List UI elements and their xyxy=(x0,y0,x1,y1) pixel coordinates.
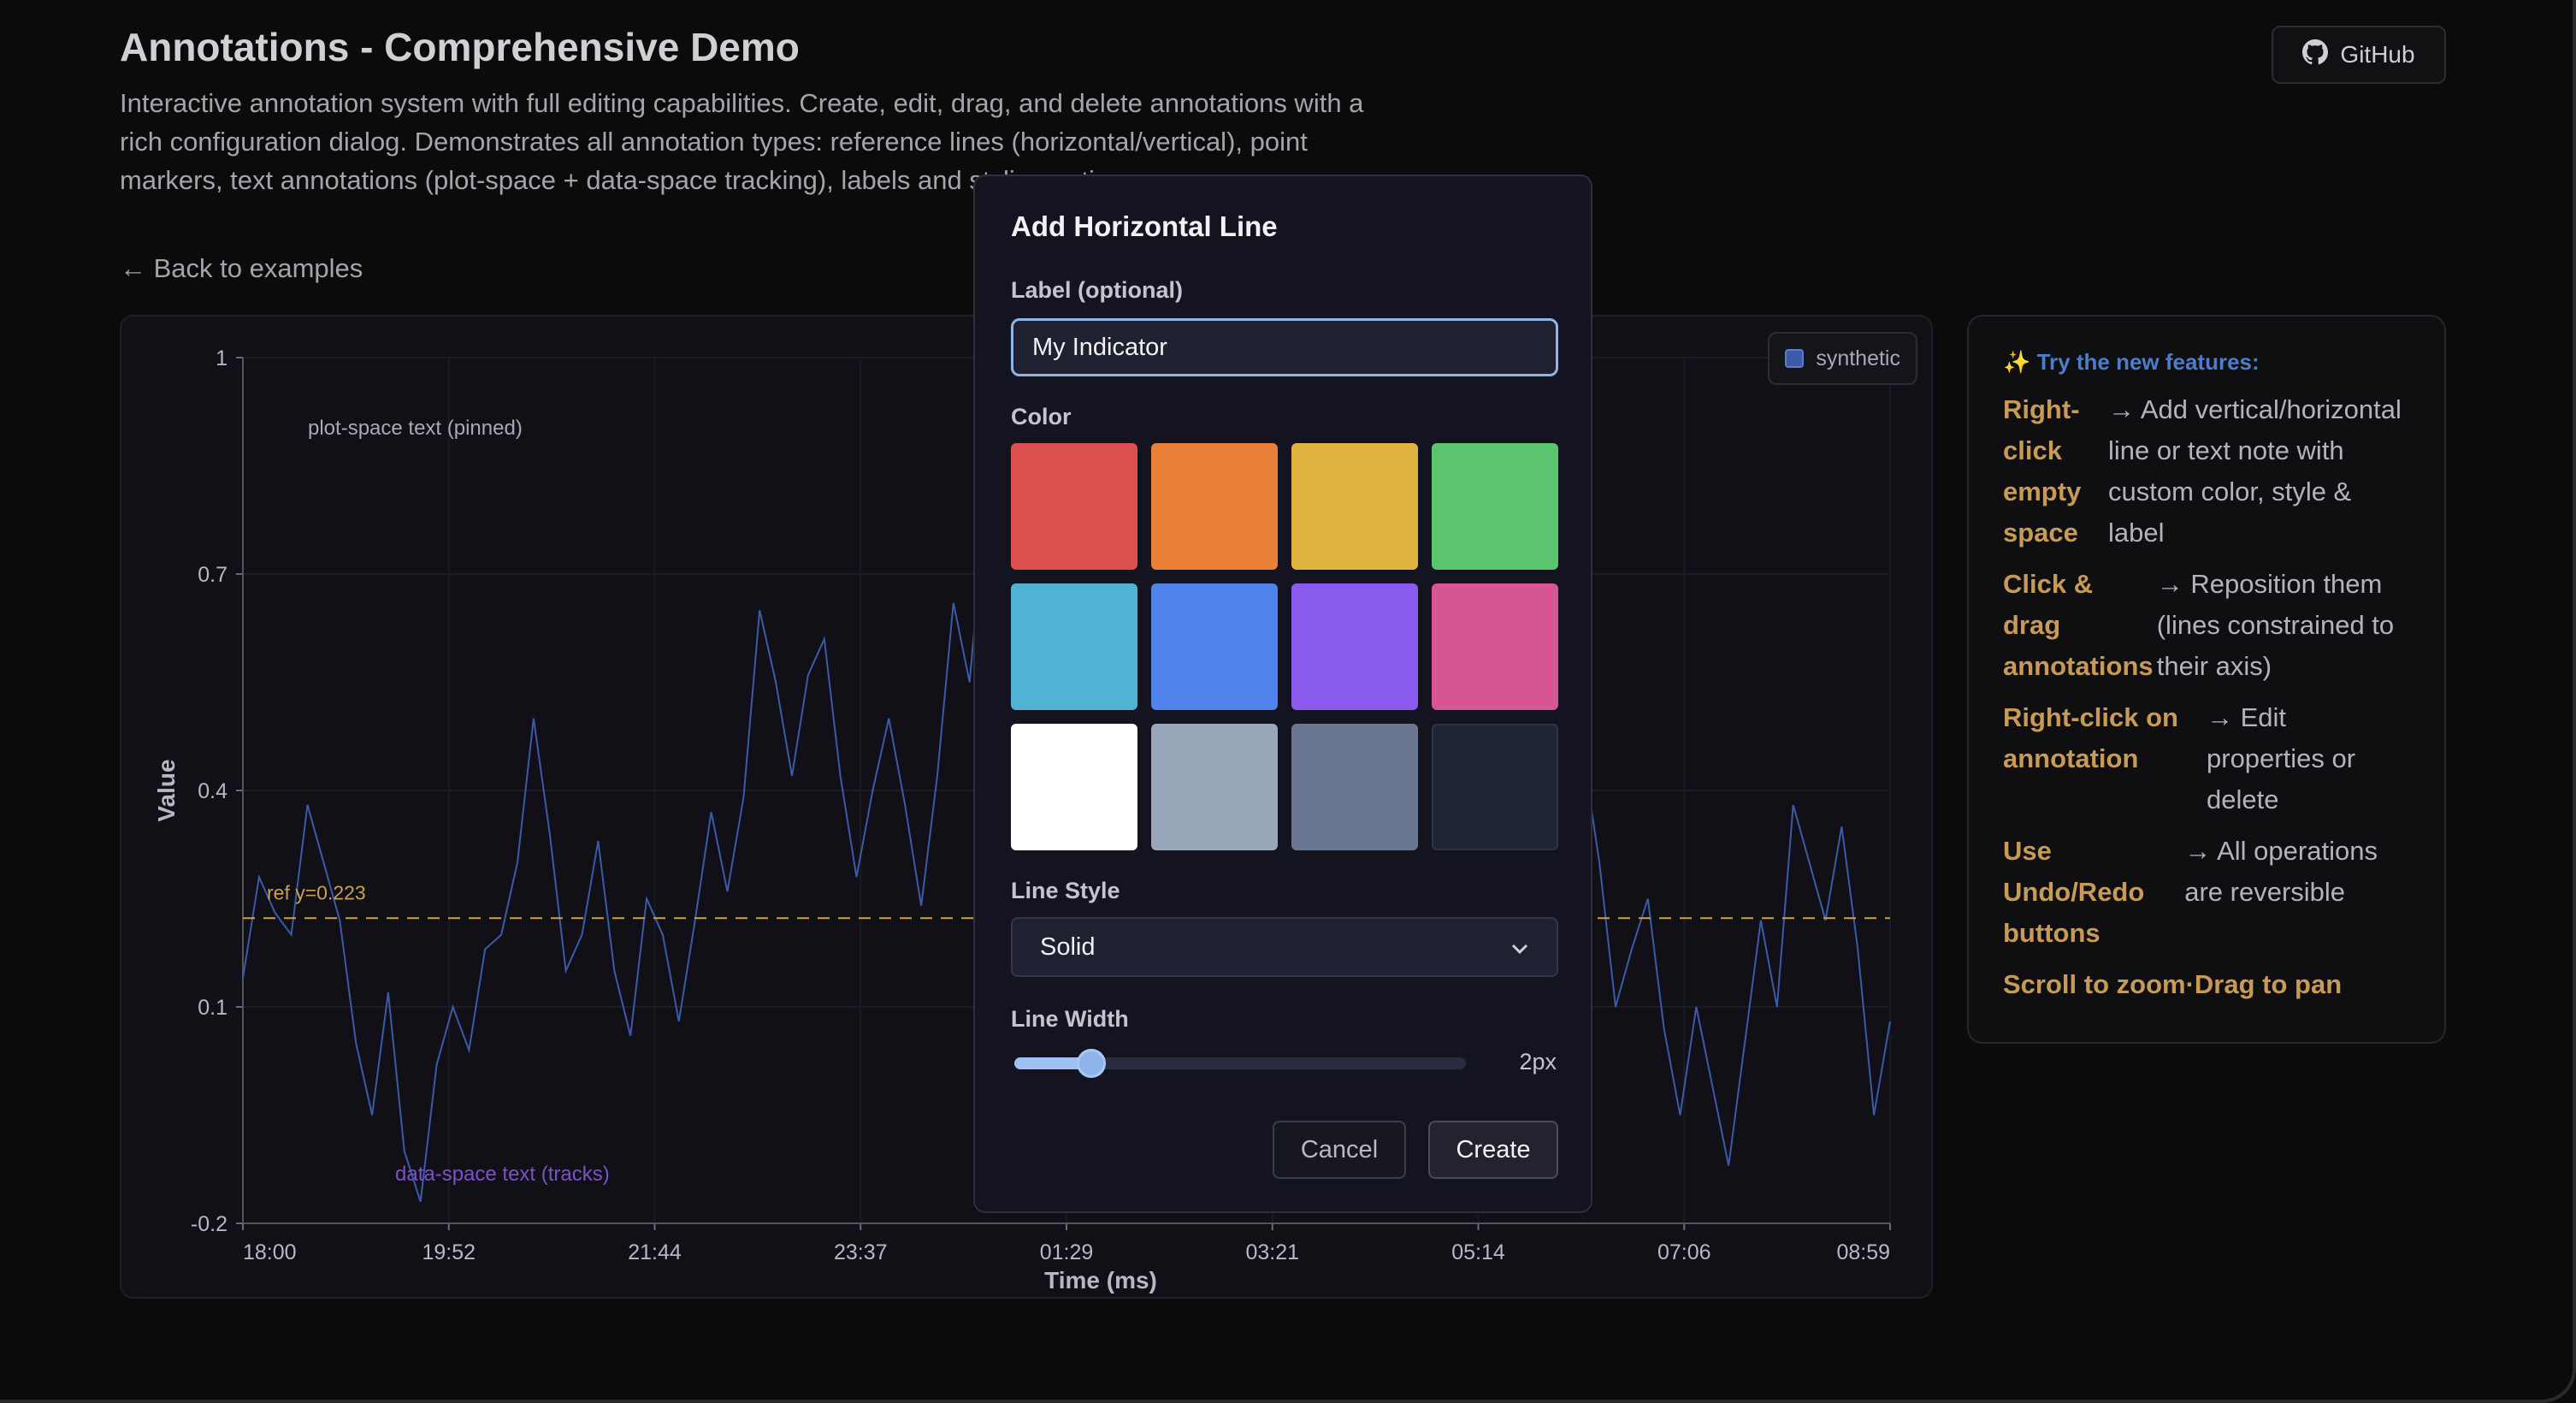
plot-space-text-annotation: plot-space text (pinned) xyxy=(308,417,523,440)
x-tick-label: 05:14 xyxy=(1451,1240,1505,1264)
line-width-value: 2px xyxy=(1519,1049,1557,1074)
x-tick-label: 23:37 xyxy=(834,1240,888,1264)
color-swatch[interactable] xyxy=(1432,583,1558,710)
y-axis-label: Value xyxy=(153,759,180,821)
x-axis-label: Time (ms) xyxy=(1044,1267,1157,1293)
legend-label: synthetic xyxy=(1816,346,1900,370)
cancel-button[interactable]: Cancel xyxy=(1273,1121,1406,1179)
feature-item: Use Undo/Redo buttons → All operations a… xyxy=(2003,831,2410,954)
feature-item: Right-click on annotation → Edit propert… xyxy=(2003,697,2410,820)
feature-value: → All operations are reversible xyxy=(2184,836,2378,907)
color-swatch-grid xyxy=(1011,443,1558,850)
line-width-label: Line Width xyxy=(1011,1006,1129,1032)
features-title: ✨ Try the new features: xyxy=(2003,349,2260,375)
create-button[interactable]: Create xyxy=(1428,1121,1558,1179)
line-style-value: Solid xyxy=(1040,932,1096,961)
x-tick-label: 18:00 xyxy=(243,1240,297,1264)
features-panel: ✨ Try the new features: Right-click empt… xyxy=(1967,315,2446,1044)
feature-value: → Add vertical/horizontal line or text n… xyxy=(2107,394,2402,548)
x-tick-label: 19:52 xyxy=(422,1240,476,1264)
color-swatch[interactable] xyxy=(1432,443,1558,570)
color-swatch[interactable] xyxy=(1011,443,1137,570)
x-tick-label: 21:44 xyxy=(628,1240,682,1264)
y-tick-label: 1 xyxy=(216,346,227,370)
feature-item: Scroll to zoom · Drag to pan xyxy=(2003,964,2410,1005)
page-description: Interactive annotation system with full … xyxy=(120,88,1364,195)
page-title: Annotations - Comprehensive Demo xyxy=(120,25,800,69)
x-tick-label: 08:59 xyxy=(1836,1240,1890,1264)
feature-item: Click & drag annotations → Reposition th… xyxy=(2003,564,2410,687)
back-to-examples-link[interactable]: ← Back to examples xyxy=(120,253,363,283)
color-swatch[interactable] xyxy=(1151,443,1278,570)
color-label: Color xyxy=(1011,404,1072,429)
data-space-text-annotation: data-space text (tracks) xyxy=(395,1163,610,1186)
label-field-label: Label (optional) xyxy=(1011,277,1183,303)
feature-key: Scroll to zoom xyxy=(2003,969,2186,999)
feature-key: Click & drag annotations xyxy=(2003,569,2154,681)
github-icon xyxy=(2302,38,2329,71)
color-swatch[interactable] xyxy=(1011,724,1137,850)
legend-swatch xyxy=(1785,349,1805,368)
color-swatch[interactable] xyxy=(1291,583,1418,710)
line-width-slider-thumb[interactable] xyxy=(1076,1049,1106,1078)
y-tick-label: -0.2 xyxy=(191,1212,227,1236)
feature-separator: · xyxy=(2185,969,2195,999)
color-swatch[interactable] xyxy=(1151,583,1278,710)
x-tick-label: 07:06 xyxy=(1657,1240,1711,1264)
add-horizontal-line-dialog: Add Horizontal Line Label (optional) Col… xyxy=(973,175,1592,1213)
line-width-slider-fill xyxy=(1014,1057,1091,1069)
color-swatch[interactable] xyxy=(1432,724,1558,850)
y-tick-label: 0.4 xyxy=(198,779,227,803)
feature-key: Right-click empty space xyxy=(2003,394,2082,548)
label-input[interactable] xyxy=(1011,318,1558,376)
github-button[interactable]: GitHub xyxy=(2272,26,2446,84)
feature-key: Drag to pan xyxy=(2194,969,2343,999)
reference-line-label: ref y=0.223 xyxy=(267,881,366,903)
line-style-select[interactable]: Solid xyxy=(1011,917,1558,977)
feature-value: → Edit properties or delete xyxy=(2207,702,2356,814)
feature-item: Right-click empty space → Add vertical/h… xyxy=(2003,389,2410,554)
dialog-title: Add Horizontal Line xyxy=(1011,210,1278,242)
legend-toggle[interactable]: synthetic xyxy=(1768,332,1917,385)
feature-key: Use Undo/Redo buttons xyxy=(2003,836,2145,948)
feature-key: Right-click on annotation xyxy=(2003,702,2178,773)
feature-value: → Reposition them (lines constrained to … xyxy=(2156,569,2395,681)
chevron-down-icon xyxy=(1510,933,1529,962)
line-style-label: Line Style xyxy=(1011,878,1120,903)
color-swatch[interactable] xyxy=(1011,583,1137,710)
x-tick-label: 03:21 xyxy=(1245,1240,1299,1264)
x-tick-label: 01:29 xyxy=(1040,1240,1094,1264)
color-swatch[interactable] xyxy=(1291,443,1418,570)
line-width-slider[interactable] xyxy=(1014,1049,1466,1078)
github-label: GitHub xyxy=(2340,41,2415,68)
y-tick-label: 0.1 xyxy=(198,996,227,1020)
color-swatch[interactable] xyxy=(1151,724,1278,850)
color-swatch[interactable] xyxy=(1291,724,1418,850)
y-tick-label: 0.7 xyxy=(198,563,227,587)
